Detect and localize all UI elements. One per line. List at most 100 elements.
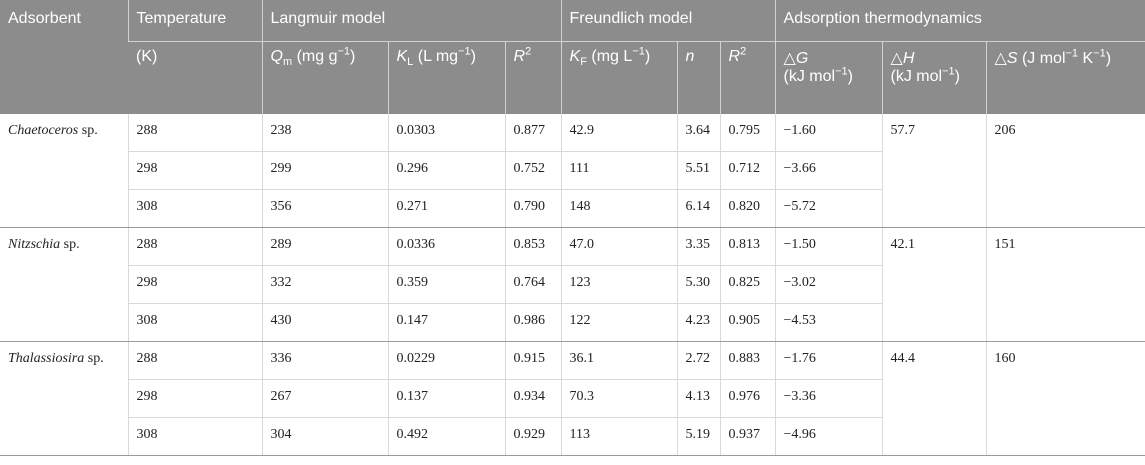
r2-freundlich-cell: 0.825 bbox=[719, 265, 776, 304]
temperature-cell: 288 bbox=[127, 114, 262, 152]
n-cell: 4.13 bbox=[676, 379, 721, 418]
delta-g-cell: −1.60 bbox=[774, 114, 883, 152]
n-cell: 5.19 bbox=[676, 417, 721, 456]
kl-cell: 0.0229 bbox=[387, 341, 505, 380]
qm-cell: 356 bbox=[261, 189, 388, 228]
r2-freundlich-cell: 0.937 bbox=[719, 417, 776, 456]
delta-g-cell: −1.76 bbox=[774, 341, 883, 380]
qm-cell: 304 bbox=[261, 417, 388, 456]
temperature-cell: 298 bbox=[127, 265, 262, 304]
r2-freundlich-cell: 0.976 bbox=[719, 379, 776, 418]
qm-cell: 267 bbox=[261, 379, 388, 418]
kf-cell: 36.1 bbox=[560, 341, 678, 380]
delta-h-cell: 42.1 bbox=[881, 227, 987, 342]
kf-cell: 47.0 bbox=[560, 227, 678, 266]
r2-langmuir-cell: 0.853 bbox=[504, 227, 562, 266]
table-body: Chaetoceros sp. 288 238 0.0303 0.877 42.… bbox=[0, 114, 1145, 456]
kl-cell: 0.492 bbox=[387, 417, 505, 456]
temperature-cell: 288 bbox=[127, 227, 262, 266]
delta-g-cell: −3.02 bbox=[774, 265, 883, 304]
n-cell: 2.72 bbox=[676, 341, 721, 380]
header-kf: KF (mg L−1) bbox=[560, 41, 678, 114]
kf-cell: 113 bbox=[560, 417, 678, 456]
kl-cell: 0.0303 bbox=[387, 114, 505, 152]
qm-cell: 332 bbox=[261, 265, 388, 304]
temperature-cell: 298 bbox=[127, 379, 262, 418]
delta-s-cell: 206 bbox=[985, 114, 1145, 228]
table-row: Nitzschia sp. 288 289 0.0336 0.853 47.0 … bbox=[0, 227, 1145, 342]
kf-cell: 122 bbox=[560, 303, 678, 342]
header-kl: KL (L mg−1) bbox=[387, 41, 505, 114]
kl-cell: 0.137 bbox=[387, 379, 505, 418]
table-header: Adsorbent Temperature Langmuir model Fre… bbox=[0, 0, 1145, 114]
header-r2-freundlich: R2 bbox=[719, 41, 776, 114]
n-cell: 3.35 bbox=[676, 227, 721, 266]
table-row: 308 430 0.147 0.986 122 4.23 0.905 −4.53 bbox=[0, 303, 1145, 342]
header-freundlich-model: Freundlich model bbox=[560, 0, 776, 42]
temperature-cell: 308 bbox=[127, 303, 262, 342]
kl-cell: 0.271 bbox=[387, 189, 505, 228]
table-row: 298 267 0.137 0.934 70.3 4.13 0.976 −3.3… bbox=[0, 379, 1145, 418]
table-row: 298 332 0.359 0.764 123 5.30 0.825 −3.02 bbox=[0, 265, 1145, 304]
delta-g-cell: −3.66 bbox=[774, 151, 883, 190]
temperature-cell: 308 bbox=[127, 417, 262, 456]
r2-freundlich-cell: 0.883 bbox=[719, 341, 776, 380]
header-adsorbent: Adsorbent bbox=[0, 0, 128, 114]
delta-s-cell: 151 bbox=[985, 227, 1145, 342]
n-cell: 6.14 bbox=[676, 189, 721, 228]
n-cell: 3.64 bbox=[676, 114, 721, 152]
r2-langmuir-cell: 0.752 bbox=[504, 151, 562, 190]
temperature-cell: 288 bbox=[127, 341, 262, 380]
kl-cell: 0.147 bbox=[387, 303, 505, 342]
r2-langmuir-cell: 0.877 bbox=[504, 114, 562, 152]
delta-h-cell: 57.7 bbox=[881, 114, 987, 228]
header-n: n bbox=[676, 41, 721, 114]
r2-langmuir-cell: 0.934 bbox=[504, 379, 562, 418]
table-row: 298 299 0.296 0.752 111 5.51 0.712 −3.66 bbox=[0, 151, 1145, 190]
qm-cell: 289 bbox=[261, 227, 388, 266]
header-temperature-unit: (K) bbox=[128, 41, 262, 114]
delta-h-cell: 44.4 bbox=[881, 341, 987, 456]
qm-cell: 336 bbox=[261, 341, 388, 380]
delta-g-cell: −1.50 bbox=[774, 227, 883, 266]
header-delta-g: △G (kJ mol−1) bbox=[774, 41, 883, 114]
temperature-cell: 308 bbox=[127, 189, 262, 228]
n-cell: 5.30 bbox=[676, 265, 721, 304]
r2-freundlich-cell: 0.905 bbox=[719, 303, 776, 342]
r2-langmuir-cell: 0.915 bbox=[504, 341, 562, 380]
header-r2-langmuir: R2 bbox=[504, 41, 562, 114]
adsorbent-cell: Nitzschia sp. bbox=[0, 227, 128, 342]
delta-g-cell: −3.36 bbox=[774, 379, 883, 418]
table-row: Chaetoceros sp. 288 238 0.0303 0.877 42.… bbox=[0, 114, 1145, 228]
r2-freundlich-cell: 0.795 bbox=[719, 114, 776, 152]
header-qm: Qm (mg g−1) bbox=[261, 41, 388, 114]
kl-cell: 0.359 bbox=[387, 265, 505, 304]
kf-cell: 111 bbox=[560, 151, 678, 190]
table-row: 308 304 0.492 0.929 113 5.19 0.937 −4.96 bbox=[0, 417, 1145, 456]
qm-cell: 299 bbox=[261, 151, 388, 190]
n-cell: 5.51 bbox=[676, 151, 721, 190]
table-row: 308 356 0.271 0.790 148 6.14 0.820 −5.72 bbox=[0, 189, 1145, 228]
delta-g-cell: −4.53 bbox=[774, 303, 883, 342]
qm-cell: 238 bbox=[261, 114, 388, 152]
r2-langmuir-cell: 0.986 bbox=[504, 303, 562, 342]
table-row: Thalassiosira sp. 288 336 0.0229 0.915 3… bbox=[0, 341, 1145, 456]
header-delta-s: △S (J mol−1 K−1) bbox=[985, 41, 1145, 114]
header-temperature: Temperature bbox=[127, 0, 262, 42]
n-cell: 4.23 bbox=[676, 303, 721, 342]
delta-g-cell: −5.72 bbox=[774, 189, 883, 228]
kf-cell: 123 bbox=[560, 265, 678, 304]
r2-langmuir-cell: 0.764 bbox=[504, 265, 562, 304]
r2-freundlich-cell: 0.820 bbox=[719, 189, 776, 228]
kl-cell: 0.0336 bbox=[387, 227, 505, 266]
qm-cell: 430 bbox=[261, 303, 388, 342]
r2-langmuir-cell: 0.790 bbox=[504, 189, 562, 228]
adsorbent-cell: Thalassiosira sp. bbox=[0, 341, 128, 456]
kl-cell: 0.296 bbox=[387, 151, 505, 190]
header-adsorption-thermodynamics: Adsorption thermodynamics bbox=[774, 0, 1145, 42]
r2-freundlich-cell: 0.813 bbox=[719, 227, 776, 266]
adsorbent-cell: Chaetoceros sp. bbox=[0, 114, 128, 228]
temperature-cell: 298 bbox=[127, 151, 262, 190]
kf-cell: 148 bbox=[560, 189, 678, 228]
